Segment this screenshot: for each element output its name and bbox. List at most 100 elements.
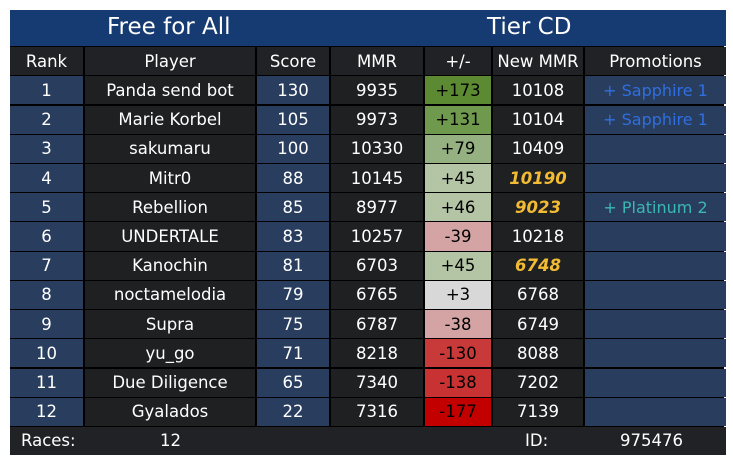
mmr-cell: 6787	[331, 310, 423, 339]
player-cell: Gyalados	[85, 397, 255, 426]
player-cell: yu_go	[85, 339, 255, 368]
results-table: Free for All Tier CD Rank Player Score M…	[10, 10, 726, 456]
rank-cell: 3	[10, 134, 83, 163]
new-mmr-cell: 8088	[493, 339, 583, 368]
promotion-cell: + Platinum 2	[585, 193, 726, 222]
score-cell: 71	[257, 339, 329, 368]
score-cell: 130	[257, 76, 329, 105]
new-mmr-cell: 10190	[493, 163, 583, 193]
promotion-cell	[585, 222, 726, 251]
tier-title: Tier CD	[487, 14, 572, 40]
delta-cell: +173	[425, 76, 491, 105]
id-value: 975476	[620, 431, 683, 451]
new-mmr-cell: 10409	[493, 134, 583, 163]
races-value: 12	[160, 431, 181, 451]
score-cell: 88	[257, 163, 329, 193]
footer-bar: Races: 12 ID: 975476	[10, 427, 726, 456]
score-cell: 22	[257, 397, 329, 426]
promotion-cell	[585, 397, 726, 426]
player-cell: Due Diligence	[85, 368, 255, 397]
score-cell: 81	[257, 251, 329, 280]
promotion-cell	[585, 310, 726, 339]
score-cell: 85	[257, 193, 329, 222]
score-cell: 83	[257, 222, 329, 251]
mmr-cell: 9935	[331, 76, 423, 105]
promotion-cell: + Sapphire 1	[585, 76, 726, 105]
delta-cell: +46	[425, 193, 491, 222]
promotion-cell	[585, 251, 726, 280]
delta-cell: +131	[425, 105, 491, 134]
rank-cell: 12	[10, 397, 83, 426]
promotion-cell	[585, 163, 726, 193]
header-rank: Rank	[10, 47, 83, 76]
delta-cell: +45	[425, 163, 491, 193]
mmr-cell: 8977	[331, 193, 423, 222]
header-promotions: Promotions	[585, 47, 726, 76]
delta-cell: +3	[425, 280, 491, 310]
player-cell: Mitr0	[85, 163, 255, 193]
mmr-cell: 7316	[331, 397, 423, 426]
mmr-cell: 8218	[331, 339, 423, 368]
player-cell: Panda send bot	[85, 76, 255, 105]
new-mmr-cell: 9023	[493, 193, 583, 222]
id-label: ID:	[525, 431, 549, 451]
player-cell: Supra	[85, 310, 255, 339]
rank-cell: 9	[10, 310, 83, 339]
score-cell: 79	[257, 280, 329, 310]
player-cell: UNDERTALE	[85, 222, 255, 251]
header-mmr: MMR	[331, 47, 423, 76]
mmr-cell: 10257	[331, 222, 423, 251]
delta-cell: -39	[425, 222, 491, 251]
delta-cell: +45	[425, 251, 491, 280]
mmr-cell: 6765	[331, 280, 423, 310]
score-cell: 65	[257, 368, 329, 397]
player-cell: Marie Korbel	[85, 105, 255, 134]
delta-cell: -177	[425, 397, 491, 426]
header-player: Player	[85, 47, 255, 76]
rank-cell: 7	[10, 251, 83, 280]
promotion-cell: + Sapphire 1	[585, 105, 726, 134]
rank-cell: 11	[10, 368, 83, 397]
promotion-cell	[585, 339, 726, 368]
score-cell: 75	[257, 310, 329, 339]
delta-cell: -38	[425, 310, 491, 339]
new-mmr-cell: 10108	[493, 76, 583, 105]
mmr-cell: 10145	[331, 163, 423, 193]
header-delta: +/-	[425, 47, 491, 76]
delta-cell: -138	[425, 368, 491, 397]
title-bar: Free for All Tier CD	[10, 10, 726, 46]
header-score: Score	[257, 47, 329, 76]
promotion-cell	[585, 280, 726, 310]
mmr-cell: 9973	[331, 105, 423, 134]
new-mmr-cell: 6748	[493, 251, 583, 280]
mmr-cell: 10330	[331, 134, 423, 163]
player-cell: Kanochin	[85, 251, 255, 280]
new-mmr-cell: 6768	[493, 280, 583, 310]
player-cell: noctamelodia	[85, 280, 255, 310]
rank-cell: 5	[10, 193, 83, 222]
delta-cell: -130	[425, 339, 491, 368]
promotion-cell	[585, 368, 726, 397]
new-mmr-cell: 7202	[493, 368, 583, 397]
rank-cell: 4	[10, 163, 83, 193]
mmr-cell: 7340	[331, 368, 423, 397]
delta-cell: +79	[425, 134, 491, 163]
new-mmr-cell: 10218	[493, 222, 583, 251]
mode-title: Free for All	[107, 14, 231, 40]
rank-cell: 8	[10, 280, 83, 310]
rank-cell: 1	[10, 76, 83, 105]
mmr-cell: 6703	[331, 251, 423, 280]
score-cell: 100	[257, 134, 329, 163]
promotion-cell	[585, 134, 726, 163]
rank-cell: 2	[10, 105, 83, 134]
rank-cell: 6	[10, 222, 83, 251]
new-mmr-cell: 10104	[493, 105, 583, 134]
score-cell: 105	[257, 105, 329, 134]
header-new-mmr: New MMR	[493, 47, 583, 76]
new-mmr-cell: 6749	[493, 310, 583, 339]
player-cell: Rebellion	[85, 193, 255, 222]
player-cell: sakumaru	[85, 134, 255, 163]
new-mmr-cell: 7139	[493, 397, 583, 426]
rank-cell: 10	[10, 339, 83, 368]
races-label: Races:	[21, 431, 76, 451]
